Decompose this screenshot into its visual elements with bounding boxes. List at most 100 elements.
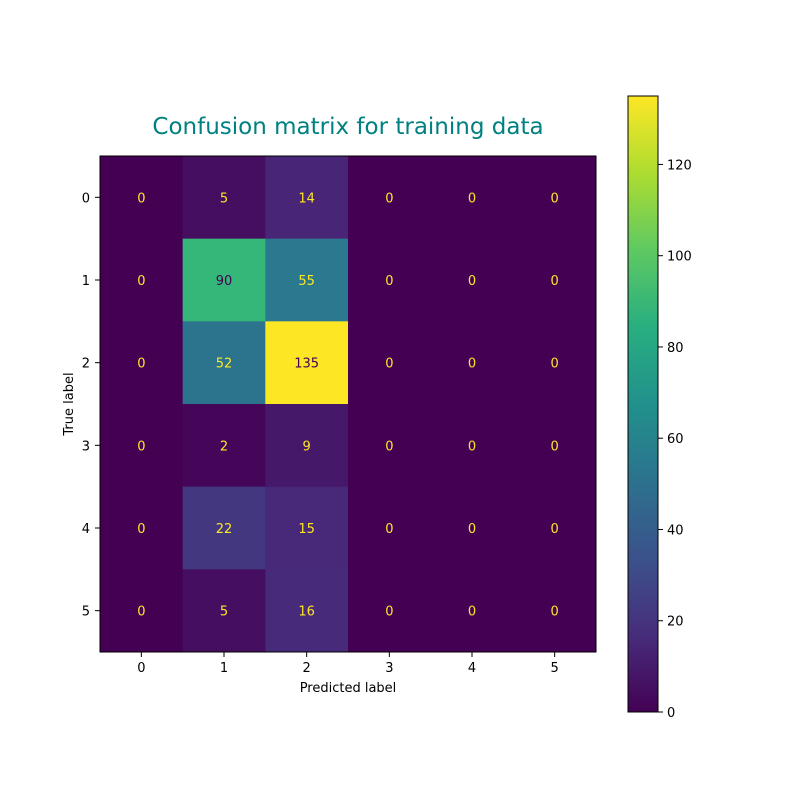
- cell-value-label: 0: [468, 274, 476, 289]
- cell-value-label: 52: [216, 357, 233, 372]
- colorbar-tick-label: 60: [667, 432, 684, 447]
- cell-value-label: 0: [385, 357, 393, 372]
- x-axis-label: Predicted label: [300, 681, 397, 696]
- colorbar-ticks: 0 20 40 60 80 100 120: [658, 158, 692, 721]
- matrix-cell: [513, 404, 597, 488]
- matrix-cell: [100, 486, 184, 570]
- cell-value-label: 0: [551, 439, 559, 454]
- matrix-cell: [348, 569, 432, 653]
- cell-value-label: 0: [137, 357, 145, 372]
- cell-value-label: 0: [385, 522, 393, 537]
- matrix-cell: [182, 486, 266, 570]
- matrix-cell: [513, 486, 597, 570]
- cell-value-label: 0: [468, 357, 476, 372]
- matrix-cell: [348, 156, 432, 240]
- matrix-cells: [100, 156, 597, 653]
- cell-value-label: 0: [468, 191, 476, 206]
- matrix-cell: [182, 156, 266, 240]
- x-tick-label: 0: [137, 661, 145, 676]
- colorbar-tick-label: 40: [667, 523, 684, 538]
- cell-value-label: 2: [220, 439, 228, 454]
- matrix-cell: [513, 156, 597, 240]
- matrix-cell: [265, 238, 349, 322]
- matrix-cell: [430, 569, 514, 653]
- cell-value-label: 0: [137, 522, 145, 537]
- colorbar-tick-label: 80: [667, 341, 684, 356]
- matrix-cell: [513, 321, 597, 405]
- matrix-cell: [265, 404, 349, 488]
- cell-value-label: 55: [298, 274, 315, 289]
- matrix-cell: [513, 569, 597, 653]
- chart-title: Confusion matrix for training data: [152, 114, 543, 140]
- y-tick-label: 2: [82, 357, 90, 372]
- cell-value-label: 135: [294, 357, 319, 372]
- matrix-cell: [100, 238, 184, 322]
- cell-value-label: 0: [137, 274, 145, 289]
- colorbar-tick-label: 100: [667, 250, 692, 265]
- matrix-cell: [430, 486, 514, 570]
- x-tick-label: 1: [220, 661, 228, 676]
- cell-value-label: 9: [303, 439, 311, 454]
- matrix-cell: [182, 569, 266, 653]
- cell-value-label: 0: [468, 439, 476, 454]
- matrix-cell: [100, 404, 184, 488]
- matrix-cell: [182, 404, 266, 488]
- cell-value-label: 0: [468, 605, 476, 620]
- matrix-cell: [182, 238, 266, 322]
- matrix-cell: [348, 486, 432, 570]
- matrix-cell: [100, 321, 184, 405]
- matrix-cell: [430, 238, 514, 322]
- y-tick-label: 0: [82, 191, 90, 206]
- cell-labels: 0 5 14 0 0 00 90 55 0 0 00 52 135 0 0 00 2 9 0 0 00 22 15 0 0 00 5…: [137, 191, 559, 619]
- cell-value-label: 0: [137, 439, 145, 454]
- matrix-cell: [265, 569, 349, 653]
- colorbar-tick-label: 0: [667, 706, 675, 721]
- colorbar-tick-label: 120: [667, 158, 692, 173]
- matrix-cell: [430, 404, 514, 488]
- cell-value-label: 15: [298, 522, 315, 537]
- y-axis-label: True label: [62, 372, 77, 436]
- cell-value-label: 0: [137, 605, 145, 620]
- cell-value-label: 0: [551, 274, 559, 289]
- cell-value-label: 5: [220, 605, 228, 620]
- matrix-cell: [430, 321, 514, 405]
- x-tick-label: 3: [385, 661, 393, 676]
- cell-value-label: 0: [551, 522, 559, 537]
- matrix-cell: [265, 321, 349, 405]
- matrix-cell: [265, 156, 349, 240]
- cell-value-label: 0: [385, 274, 393, 289]
- cell-value-label: 0: [551, 357, 559, 372]
- matrix-cell: [348, 321, 432, 405]
- matrix-cell: [348, 238, 432, 322]
- cell-value-label: 5: [220, 191, 228, 206]
- cell-value-label: 22: [216, 522, 233, 537]
- y-axis-ticks: 0 1 2 3 4 5: [82, 191, 100, 620]
- matrix-cell: [100, 569, 184, 653]
- matrix-cell: [348, 404, 432, 488]
- y-tick-label: 4: [82, 522, 90, 537]
- colorbar-tick-label: 20: [667, 615, 684, 630]
- matrix-cell: [182, 321, 266, 405]
- matrix-cell: [265, 486, 349, 570]
- x-tick-label: 2: [303, 661, 311, 676]
- x-tick-label: 4: [468, 661, 476, 676]
- y-tick-label: 3: [82, 439, 90, 454]
- x-tick-label: 5: [551, 661, 559, 676]
- cell-value-label: 0: [385, 191, 393, 206]
- cell-value-label: 0: [137, 191, 145, 206]
- cell-value-label: 0: [385, 605, 393, 620]
- plot-frame: [99, 155, 597, 653]
- x-axis-ticks: 0 1 2 3 4 5: [137, 652, 559, 676]
- cell-value-label: 0: [468, 522, 476, 537]
- y-tick-label: 1: [82, 274, 90, 289]
- y-tick-label: 5: [82, 605, 90, 620]
- matrix-cell: [100, 156, 184, 240]
- colorbar: [627, 95, 659, 713]
- cell-value-label: 16: [298, 605, 315, 620]
- cell-value-label: 90: [216, 274, 233, 289]
- cell-value-label: 0: [551, 191, 559, 206]
- matrix-cell: [513, 238, 597, 322]
- matrix-cell: [430, 156, 514, 240]
- cell-value-label: 0: [551, 605, 559, 620]
